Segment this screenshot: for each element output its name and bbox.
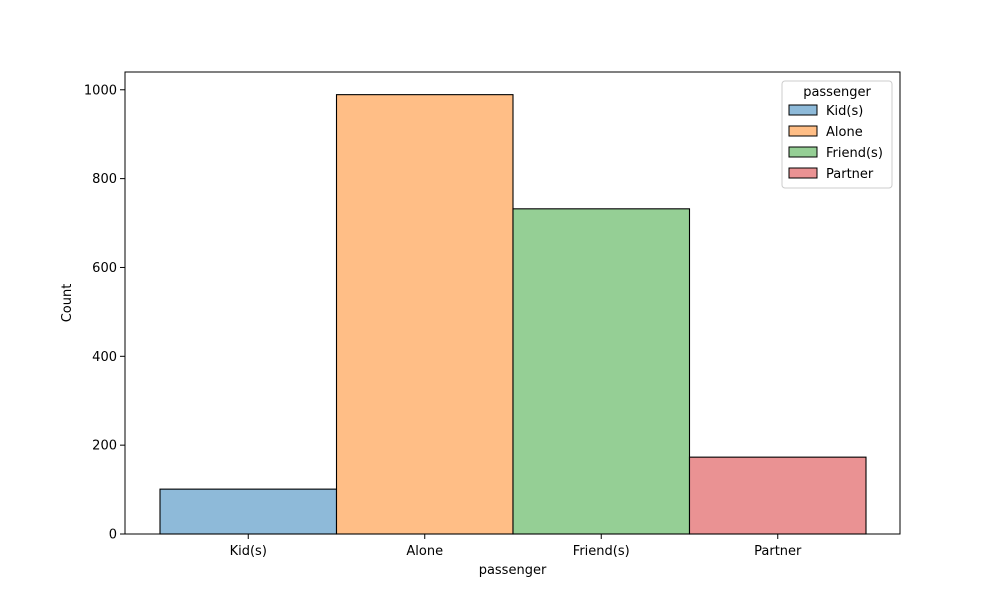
legend-entry-label: Alone bbox=[826, 125, 863, 140]
x-tick-label: Kid(s) bbox=[230, 544, 267, 559]
bar-alone bbox=[335, 94, 514, 535]
x-axis-label: passenger bbox=[479, 563, 547, 578]
legend-entry-label: Kid(s) bbox=[826, 104, 863, 119]
bars-group bbox=[159, 94, 867, 535]
y-axis-label: Count bbox=[60, 284, 75, 323]
y-tick-label: 200 bbox=[92, 439, 117, 454]
legend-swatch bbox=[788, 104, 818, 116]
bar-kid-s bbox=[159, 488, 338, 535]
y-axis: 0 200 400 600 800 1000 bbox=[84, 83, 125, 543]
y-tick-label: 1000 bbox=[84, 83, 117, 98]
legend-swatch bbox=[788, 146, 818, 158]
x-tick-label: Alone bbox=[406, 544, 443, 559]
x-tick-label: Partner bbox=[754, 544, 802, 559]
bar-partner bbox=[688, 456, 867, 535]
legend-swatch bbox=[788, 167, 818, 179]
plot-frame bbox=[124, 71, 901, 535]
y-tick-label: 0 bbox=[109, 528, 117, 543]
legend-entry-label: Friend(s) bbox=[826, 146, 883, 161]
legend-swatch bbox=[788, 125, 818, 137]
y-tick-label: 800 bbox=[92, 172, 117, 187]
y-tick-label: 400 bbox=[92, 350, 117, 365]
bar-friend-s bbox=[512, 208, 691, 535]
x-axis: Kid(s) Alone Friend(s) Partner bbox=[230, 534, 802, 559]
legend-title: passenger bbox=[803, 85, 871, 100]
legend-entry-label: Partner bbox=[826, 167, 874, 182]
y-tick-label: 600 bbox=[92, 261, 117, 276]
x-tick-label: Friend(s) bbox=[573, 544, 630, 559]
legend: passenger Kid(s) Alone Friend(s) Partner bbox=[781, 80, 893, 189]
